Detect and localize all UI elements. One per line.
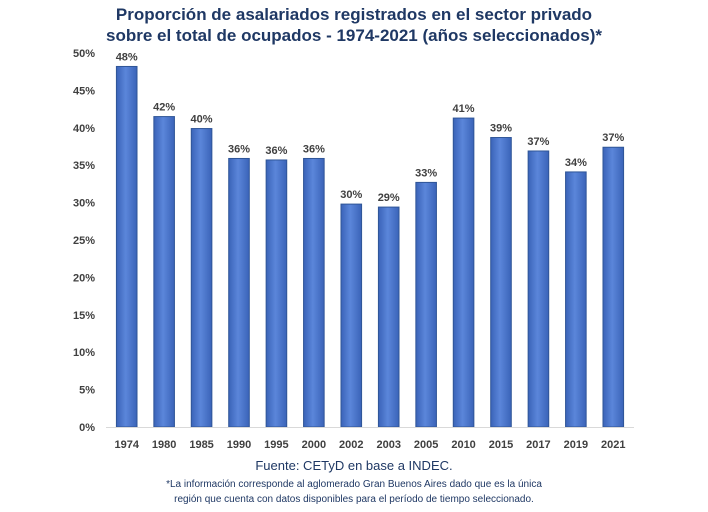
data-label-1980: 42%: [153, 102, 175, 114]
bar-2019: [565, 171, 587, 428]
data-label-2015: 39%: [490, 123, 512, 135]
y-tick-label: 0%: [79, 422, 95, 434]
x-tick-label-2000: 2000: [302, 439, 326, 451]
bar-2017: [527, 150, 550, 428]
data-label-1990: 36%: [228, 143, 250, 155]
y-tick-label: 50%: [73, 48, 95, 60]
bar-2003: [377, 206, 400, 428]
bar-2015: [490, 137, 512, 428]
footnote-line-2: región que cuenta con datos disponibles …: [174, 494, 534, 505]
data-label-2005: 33%: [415, 167, 437, 179]
x-tick-label-2010: 2010: [451, 439, 475, 451]
data-label-2019: 34%: [565, 157, 587, 169]
x-tick-label-1980: 1980: [152, 439, 176, 451]
data-label-2000: 36%: [303, 143, 325, 155]
y-tick-label: 20%: [73, 272, 95, 284]
bar-2005: [415, 181, 437, 428]
x-axis: 1974 1980 1985 1990 1995 2000 2002 2003 2005 2010…: [114, 439, 625, 451]
footnote-line-1: *La información corresponde al aglomerad…: [166, 479, 542, 490]
data-label-2003: 29%: [378, 192, 400, 204]
bar-1995: [265, 159, 288, 428]
data-label-1995: 36%: [265, 145, 287, 157]
data-label-2010: 41%: [453, 103, 475, 115]
chart-title: Proporción de asalariados registrados en…: [0, 4, 708, 46]
bar-2002: [340, 203, 363, 428]
data-label-2017: 37%: [527, 136, 549, 148]
x-tick-label-2019: 2019: [564, 439, 588, 451]
y-tick-label: 30%: [73, 198, 95, 210]
source-text: Fuente: CETyD en base a INDEC.: [255, 458, 453, 473]
x-tick-label-1995: 1995: [264, 439, 288, 451]
x-tick-label-2002: 2002: [339, 439, 363, 451]
y-tick-label: 5%: [79, 385, 95, 397]
x-tick-label-2003: 2003: [376, 439, 400, 451]
y-tick-label: 45%: [73, 85, 95, 97]
x-tick-label-1985: 1985: [189, 439, 213, 451]
chart-title-line-2: sobre el total de ocupados - 1974-2021 (…: [105, 26, 602, 45]
data-label-1985: 40%: [191, 114, 213, 126]
footnote: *La información corresponde al aglomerad…: [0, 477, 708, 507]
y-tick-label: 40%: [73, 123, 95, 135]
y-tick-label: 35%: [73, 160, 95, 172]
bar-2000: [303, 157, 325, 428]
bars: 48% 42% 40% 36% 36% 36% 30% 29% 33% 41% 39% 37% 34% 3…: [115, 51, 625, 428]
data-label-2002: 30%: [340, 189, 362, 201]
chart-title-line-1: Proporción de asalariados registrados en…: [115, 5, 593, 24]
data-label-1974: 48%: [116, 51, 138, 63]
bar-1990: [228, 157, 250, 428]
x-tick-label-2015: 2015: [489, 439, 513, 451]
bar-2010: [452, 117, 475, 428]
x-tick-label-2017: 2017: [526, 439, 550, 451]
y-tick-label: 25%: [73, 235, 95, 247]
data-label-2021: 37%: [602, 132, 624, 144]
x-tick-label-2021: 2021: [601, 439, 625, 451]
y-tick-label: 15%: [73, 310, 95, 322]
x-tick-label-1974: 1974: [114, 439, 139, 451]
bar-1974: [115, 65, 138, 428]
x-tick-label-2005: 2005: [414, 439, 438, 451]
bar-1985: [190, 128, 213, 428]
x-tick-label-1990: 1990: [227, 439, 251, 451]
bar-2021: [602, 146, 625, 428]
bar-1980: [153, 116, 175, 428]
y-axis: 0% 5% 10% 15% 20% 25% 30% 35% 40% 45% 50%: [73, 48, 95, 434]
y-tick-label: 10%: [73, 347, 95, 359]
